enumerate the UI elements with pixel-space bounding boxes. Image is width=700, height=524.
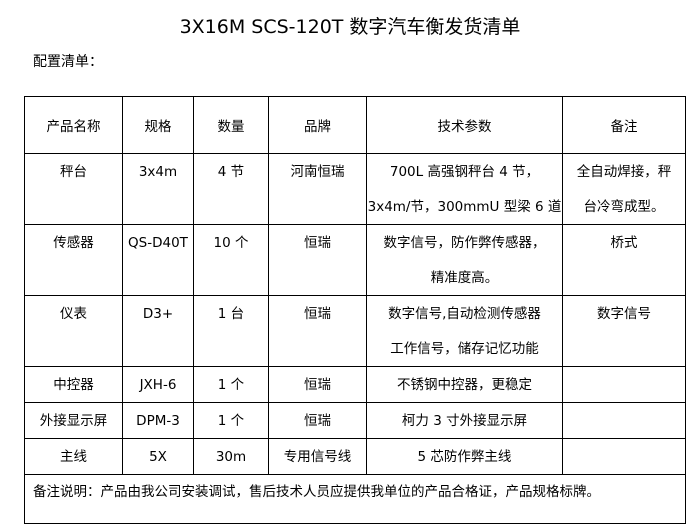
- spec-text: 3x4m: [138, 164, 178, 180]
- spec-text: DPM-3: [136, 413, 180, 429]
- header-remark: 备注: [562, 96, 686, 154]
- brand-text: 恒瑞: [304, 306, 331, 322]
- header-spec: 规格: [122, 96, 194, 154]
- remark-text: 台冷弯成型。: [583, 199, 665, 215]
- remark-text: [563, 403, 685, 404]
- remark-cell: [562, 402, 686, 439]
- quantity-text: 10 个: [213, 235, 249, 251]
- brand-cell: 恒瑞: [268, 224, 367, 296]
- brand-text: 恒瑞: [304, 377, 331, 393]
- tech-params-text: 柯力 3 寸外接显示屏: [401, 413, 528, 429]
- tech-params-cell: 5 芯防作弊主线: [366, 438, 563, 475]
- document-title: 3X16M SCS-120T 数字汽车衡发货清单: [179, 16, 521, 38]
- spec-cell: JXH-6: [122, 366, 194, 403]
- spec-cell: 5X: [122, 438, 194, 475]
- table-row: 外接显示屏 DPM-3 1 个 恒瑞 柯力 3 寸外接显示屏: [24, 402, 686, 439]
- spec-cell: DPM-3: [122, 402, 194, 439]
- brand-text: 恒瑞: [304, 235, 331, 251]
- note-row: 备注说明：产品由我公司安装调试，售后技术人员应提供我单位的产品合格证，产品规格标…: [24, 474, 686, 524]
- product-name-text: 传感器: [53, 235, 94, 251]
- product-name-cell: 仪表: [24, 295, 123, 367]
- table-header-row: 产品名称 规格 数量 品牌 技术参数 备注: [24, 96, 686, 154]
- tech-params-text: 5 芯防作弊主线: [417, 449, 512, 465]
- shipping-list-table: 产品名称 规格 数量 品牌 技术参数 备注 秤台 3x4m 4 节 河南恒瑞 700L …: [24, 96, 686, 524]
- header-product-name: 产品名称: [24, 96, 123, 154]
- brand-cell: 恒瑞: [268, 402, 367, 439]
- remark-text: [563, 439, 685, 440]
- spec-cell: 3x4m: [122, 153, 194, 225]
- product-name-cell: 中控器: [24, 366, 123, 403]
- spec-cell: QS-D40T: [122, 224, 194, 296]
- tech-params-text: 数字信号，防作弊传感器，: [383, 235, 546, 251]
- quantity-text: 1 个: [217, 413, 245, 429]
- brand-cell: 恒瑞: [268, 295, 367, 367]
- quantity-cell: 1 个: [193, 366, 269, 403]
- product-name-text: 秤台: [60, 164, 87, 180]
- quantity-cell: 1 台: [193, 295, 269, 367]
- table-row: 中控器 JXH-6 1 个 恒瑞 不锈钢中控器，更稳定: [24, 366, 686, 403]
- tech-params-cell: 数字信号,自动检测传感器 工作信号，储存记忆功能: [366, 295, 563, 367]
- spec-text: 5X: [149, 449, 167, 465]
- header-quantity: 数量: [193, 96, 269, 154]
- remark-text: [563, 367, 685, 368]
- product-name-cell: 外接显示屏: [24, 402, 123, 439]
- brand-cell: 恒瑞: [268, 366, 367, 403]
- remark-cell: 数字信号: [562, 295, 686, 367]
- spec-text: QS-D40T: [128, 235, 188, 251]
- remark-cell: [562, 366, 686, 403]
- remark-cell: [562, 438, 686, 475]
- product-name-text: 外接显示屏: [39, 413, 108, 429]
- remark-text: 数字信号: [597, 306, 651, 322]
- tech-params-cell: 不锈钢中控器，更稳定: [366, 366, 563, 403]
- tech-params-text: 精准度高。: [430, 270, 499, 286]
- table-row: 秤台 3x4m 4 节 河南恒瑞 700L 高强钢秤台 4 节， 3x4m/节，300mm…: [24, 153, 686, 225]
- spec-text: JXH-6: [139, 377, 177, 393]
- brand-text: 河南恒瑞: [290, 164, 345, 180]
- tech-params-text: 700L 高强钢秤台 4 节，: [389, 164, 540, 180]
- spec-cell: D3+: [122, 295, 194, 367]
- header-brand: 品牌: [268, 96, 367, 154]
- spec-text: D3+: [142, 306, 174, 322]
- tech-params-cell: 柯力 3 寸外接显示屏: [366, 402, 563, 439]
- table-row: 传感器 QS-D40T 10 个 恒瑞 数字信号，防作弊传感器， 精准度高。 桥式: [24, 224, 686, 296]
- quantity-cell: 30m: [193, 438, 269, 475]
- product-name-cell: 主线: [24, 438, 123, 475]
- brand-text: 专用信号线: [283, 449, 352, 465]
- quantity-cell: 4 节: [193, 153, 269, 225]
- quantity-text: 1 个: [217, 377, 245, 393]
- remark-text: 全自动焊接，秤: [576, 164, 672, 180]
- tech-params-text: 工作信号，储存记忆功能: [390, 341, 539, 357]
- note-text: 备注说明：产品由我公司安装调试，售后技术人员应提供我单位的产品合格证，产品规格标…: [33, 484, 600, 500]
- brand-cell: 专用信号线: [268, 438, 367, 475]
- remark-text: 桥式: [610, 235, 638, 251]
- brand-cell: 河南恒瑞: [268, 153, 367, 225]
- product-name-text: 仪表: [60, 306, 87, 322]
- header-tech-params: 技术参数: [366, 96, 563, 154]
- table-row: 主线 5X 30m 专用信号线 5 芯防作弊主线: [24, 438, 686, 475]
- quantity-text: 30m: [215, 449, 247, 465]
- remark-cell: 桥式: [562, 224, 686, 296]
- tech-params-text: 不锈钢中控器，更稳定: [397, 377, 532, 393]
- quantity-text: 1 台: [217, 306, 245, 322]
- product-name-text: 中控器: [53, 377, 94, 393]
- product-name-cell: 秤台: [24, 153, 123, 225]
- product-name-cell: 传感器: [24, 224, 123, 296]
- config-list-label: 配置清单：: [33, 54, 103, 70]
- table-row: 仪表 D3+ 1 台 恒瑞 数字信号,自动检测传感器 工作信号，储存记忆功能 数字信号: [24, 295, 686, 367]
- quantity-text: 4 节: [217, 164, 245, 180]
- tech-params-text: 3x4m/节，300mmU 型梁 6 道: [367, 199, 562, 215]
- tech-params-cell: 数字信号，防作弊传感器， 精准度高。: [366, 224, 563, 296]
- tech-params-text: 数字信号,自动检测传感器: [388, 306, 541, 322]
- product-name-text: 主线: [60, 449, 87, 465]
- tech-params-cell: 700L 高强钢秤台 4 节， 3x4m/节，300mmU 型梁 6 道: [366, 153, 563, 225]
- quantity-cell: 1 个: [193, 402, 269, 439]
- brand-text: 恒瑞: [304, 413, 331, 429]
- quantity-cell: 10 个: [193, 224, 269, 296]
- remark-cell: 全自动焊接，秤 台冷弯成型。: [562, 153, 686, 225]
- note-cell: 备注说明：产品由我公司安装调试，售后技术人员应提供我单位的产品合格证，产品规格标…: [24, 474, 686, 524]
